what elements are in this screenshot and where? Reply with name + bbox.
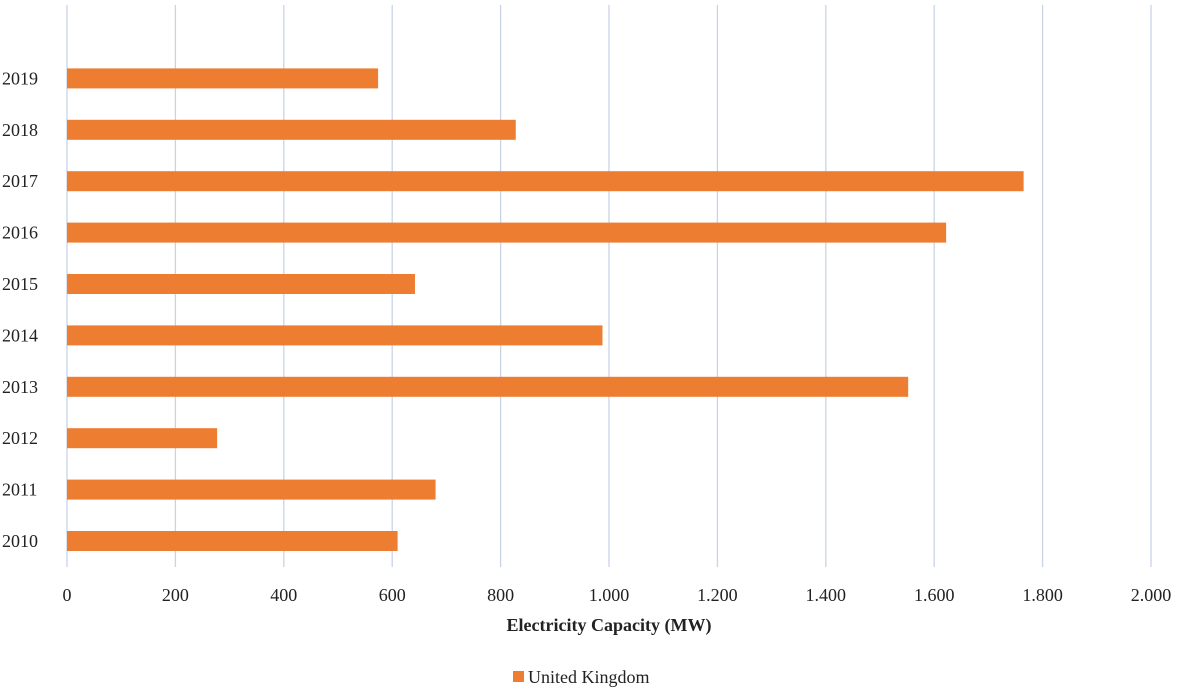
x-tick-label: 800 <box>487 585 514 605</box>
y-tick-label: 2013 <box>2 377 38 397</box>
y-tick-label: 2015 <box>2 274 38 294</box>
x-tick-label: 400 <box>270 585 297 605</box>
y-tick-label: 2010 <box>2 531 38 551</box>
y-tick-label: 2011 <box>2 480 37 500</box>
y-axis-tick-labels: 2010 2011 2012 2013 2014 2015 2016 2017 2018 2019 <box>2 68 38 551</box>
x-tick-label: 1.600 <box>914 585 955 605</box>
x-axis-title: Electricity Capacity (MW) <box>507 615 712 636</box>
x-tick-label: 600 <box>379 585 406 605</box>
bar <box>67 376 909 397</box>
bar <box>67 171 1024 192</box>
bar <box>67 119 516 140</box>
y-tick-label: 2014 <box>2 325 38 345</box>
legend: United Kingdom <box>513 667 650 687</box>
y-tick-label: 2016 <box>2 223 38 243</box>
bar <box>67 479 436 500</box>
x-tick-label: 1.400 <box>806 585 847 605</box>
y-tick-label: 2017 <box>2 171 38 191</box>
bar <box>67 274 415 294</box>
x-tick-label: 1.800 <box>1022 585 1063 605</box>
x-tick-label: 1.000 <box>589 585 630 605</box>
y-tick-label: 2012 <box>2 428 38 448</box>
y-tick-label: 2019 <box>2 68 38 88</box>
bar <box>67 325 603 346</box>
x-tick-label: 0 <box>63 585 72 605</box>
x-axis-tick-labels: 0 200 400 600 800 1.000 1.200 1.400 1.600 1.800 2.… <box>63 585 1172 605</box>
x-tick-label: 2.000 <box>1131 585 1172 605</box>
legend-swatch <box>513 671 524 682</box>
x-tick-label: 1.200 <box>697 585 738 605</box>
bar <box>67 68 379 89</box>
x-tick-label: 200 <box>162 585 189 605</box>
y-tick-label: 2018 <box>2 120 38 140</box>
bars <box>67 68 1024 551</box>
bar <box>67 222 947 243</box>
gridlines <box>66 5 1152 567</box>
bar <box>67 428 218 449</box>
bar <box>67 531 398 551</box>
legend-label: United Kingdom <box>528 667 650 687</box>
